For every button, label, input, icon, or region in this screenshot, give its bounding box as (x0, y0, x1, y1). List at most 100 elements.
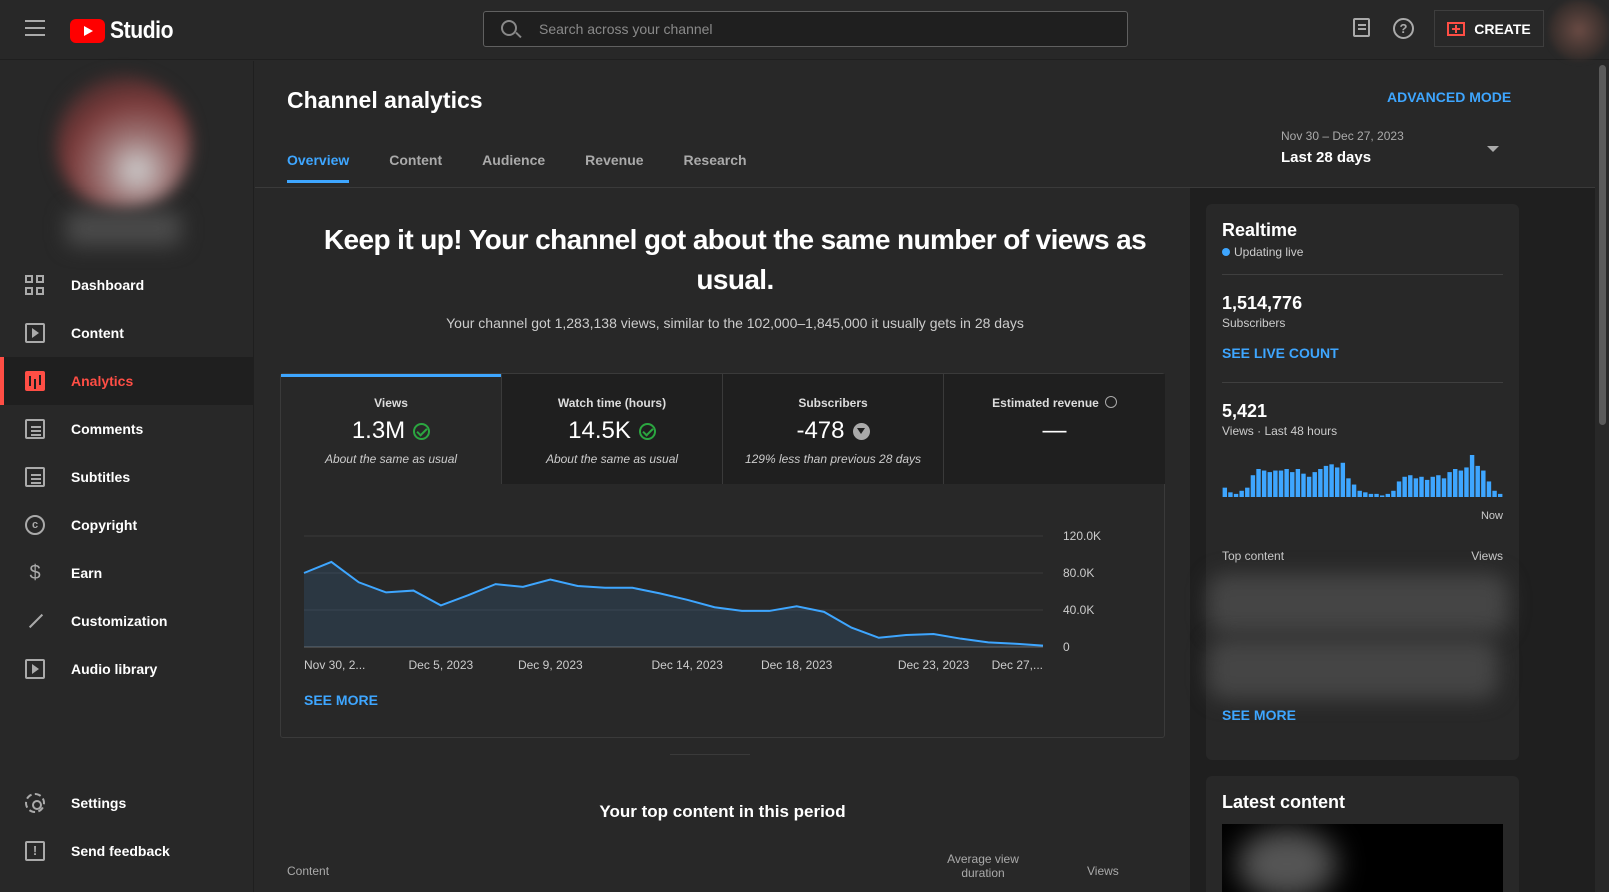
top-content-item-blurred[interactable] (1208, 639, 1498, 699)
realtime-bar (1391, 490, 1396, 497)
tab-content[interactable]: Content (389, 152, 443, 168)
realtime-bar (1464, 467, 1469, 497)
create-button[interactable]: CREATE (1434, 10, 1544, 47)
see-more-link[interactable]: SEE MORE (304, 692, 378, 708)
divider (1222, 274, 1503, 275)
sidebar-item-settings[interactable]: Settings (0, 779, 254, 827)
tab-overview[interactable]: Overview (287, 149, 350, 189)
analytics-icon (25, 371, 45, 391)
top-content-label: Top content (1222, 549, 1285, 563)
sidebar-item-label: Customization (71, 613, 168, 629)
main-area: Channel analytics ADVANCED MODE Overview… (255, 61, 1609, 892)
realtime-bar (1402, 476, 1407, 497)
sidebar-item-comments[interactable]: Comments (0, 405, 254, 453)
realtime-bar (1335, 467, 1340, 497)
check-circle-icon (413, 422, 431, 440)
realtime-bar (1486, 481, 1492, 497)
page-scrollbar[interactable] (1595, 60, 1609, 892)
sidebar-item-subtitles[interactable]: Subtitles (0, 453, 254, 501)
sidebar-item-label: Earn (71, 565, 103, 581)
realtime-bar (1385, 493, 1390, 497)
audio-library-icon (25, 659, 45, 679)
x-tick-label: Dec 27,... (992, 658, 1043, 672)
kpi-value: — (944, 416, 1165, 446)
sidebar-item-label: Send feedback (71, 843, 170, 859)
sidebar-item-analytics[interactable]: Analytics (0, 357, 254, 405)
tab-audience[interactable]: Audience (482, 152, 546, 168)
tab-research[interactable]: Research (683, 152, 747, 168)
sidebar-item-audio-library[interactable]: Audio library (0, 645, 254, 693)
kpi-watch-time[interactable]: Watch time (hours) 14.5K About the same … (502, 374, 723, 484)
divider (1222, 382, 1503, 383)
search-input[interactable] (539, 12, 1099, 46)
menu-icon[interactable] (25, 20, 45, 36)
realtime-views-value: 5,421 (1222, 401, 1268, 421)
account-avatar[interactable] (1549, 0, 1609, 60)
date-range-label: Last 28 days (1281, 149, 1372, 166)
top-content-title: Your top content in this period (599, 802, 846, 821)
sidebar-item-dashboard[interactable]: Dashboard (0, 261, 254, 309)
table-header-content: Content (287, 864, 330, 878)
kpi-value-text: 1.3M (351, 417, 406, 444)
kpi-views[interactable]: Views 1.3M About the same as usual (281, 374, 502, 484)
realtime-subscribers-label: Subscribers (1222, 316, 1286, 330)
kpi-note: About the same as usual (545, 452, 679, 466)
sidebar-item-content[interactable]: Content (0, 309, 254, 357)
y-tick-label: 40.0K (1063, 603, 1094, 617)
comments-icon (25, 419, 45, 439)
date-range-selector[interactable]: Nov 30 – Dec 27, 2023 Last 28 days (1281, 129, 1511, 173)
studio-logo[interactable]: Studio (70, 17, 182, 45)
kpi-estimated-revenue[interactable]: Estimated revenue — (944, 374, 1165, 484)
latest-content-thumbnail[interactable] (1222, 824, 1503, 892)
sidebar-item-customization[interactable]: Customization (0, 597, 254, 645)
scrollbar-thumb[interactable] (1599, 65, 1606, 425)
advanced-mode-link[interactable]: ADVANCED MODE (1387, 89, 1512, 105)
realtime-see-more-link[interactable]: SEE MORE (1222, 707, 1296, 723)
realtime-bar (1475, 465, 1480, 497)
sidebar-item-copyright[interactable]: c Copyright (0, 501, 254, 549)
kpi-value: 14.5K (502, 416, 722, 446)
kpi-label: Views (374, 396, 408, 410)
dashboard-icon (25, 275, 45, 295)
content-icon (25, 323, 45, 343)
kpi-row: Views 1.3M About the same as usual Watch… (281, 374, 1166, 484)
realtime-bar (1424, 479, 1430, 497)
channel-name-blurred (66, 211, 181, 246)
realtime-bar (1430, 476, 1435, 497)
top-content-item-blurred[interactable] (1208, 574, 1508, 634)
realtime-bar (1351, 484, 1357, 497)
messages-icon[interactable] (1353, 18, 1370, 37)
kpi-subscribers[interactable]: Subscribers -478 129% less than previous… (723, 374, 944, 484)
realtime-bar (1250, 475, 1256, 497)
realtime-bar (1346, 478, 1351, 497)
sidebar-item-send-feedback[interactable]: ! Send feedback (0, 827, 254, 875)
kpi-label-text: Estimated revenue (992, 396, 1099, 410)
tab-revenue[interactable]: Revenue (585, 152, 644, 168)
realtime-bar (1306, 476, 1312, 497)
kpi-value: 1.3M (281, 416, 501, 446)
realtime-bar (1396, 481, 1402, 497)
realtime-bar (1340, 462, 1346, 497)
see-live-count-link[interactable]: SEE LIVE COUNT (1222, 345, 1339, 361)
help-icon[interactable]: ? (1393, 18, 1414, 39)
realtime-bar (1323, 465, 1329, 497)
sidebar: Dashboard Content Analytics Comments Sub… (0, 61, 254, 892)
search-bar (483, 11, 1128, 47)
realtime-bar (1222, 487, 1228, 497)
views-series-line[interactable] (303, 560, 1044, 647)
realtime-bar (1469, 455, 1475, 497)
realtime-bar (1408, 475, 1413, 497)
channel-avatar[interactable] (56, 76, 191, 211)
realtime-bar (1497, 493, 1503, 497)
create-video-icon (1447, 21, 1466, 36)
sidebar-item-label: Copyright (71, 517, 138, 533)
gear-icon (25, 793, 45, 813)
realtime-bar (1290, 472, 1295, 497)
realtime-bar (1284, 469, 1289, 497)
realtime-subscribers-value: 1,514,776 (1222, 293, 1303, 313)
x-tick-label: Dec 23, 2023 (898, 658, 970, 672)
sidebar-item-earn[interactable]: $ Earn (0, 549, 254, 597)
realtime-bar (1273, 470, 1278, 497)
x-tick-label: Dec 5, 2023 (408, 658, 473, 672)
realtime-bar (1368, 493, 1374, 497)
